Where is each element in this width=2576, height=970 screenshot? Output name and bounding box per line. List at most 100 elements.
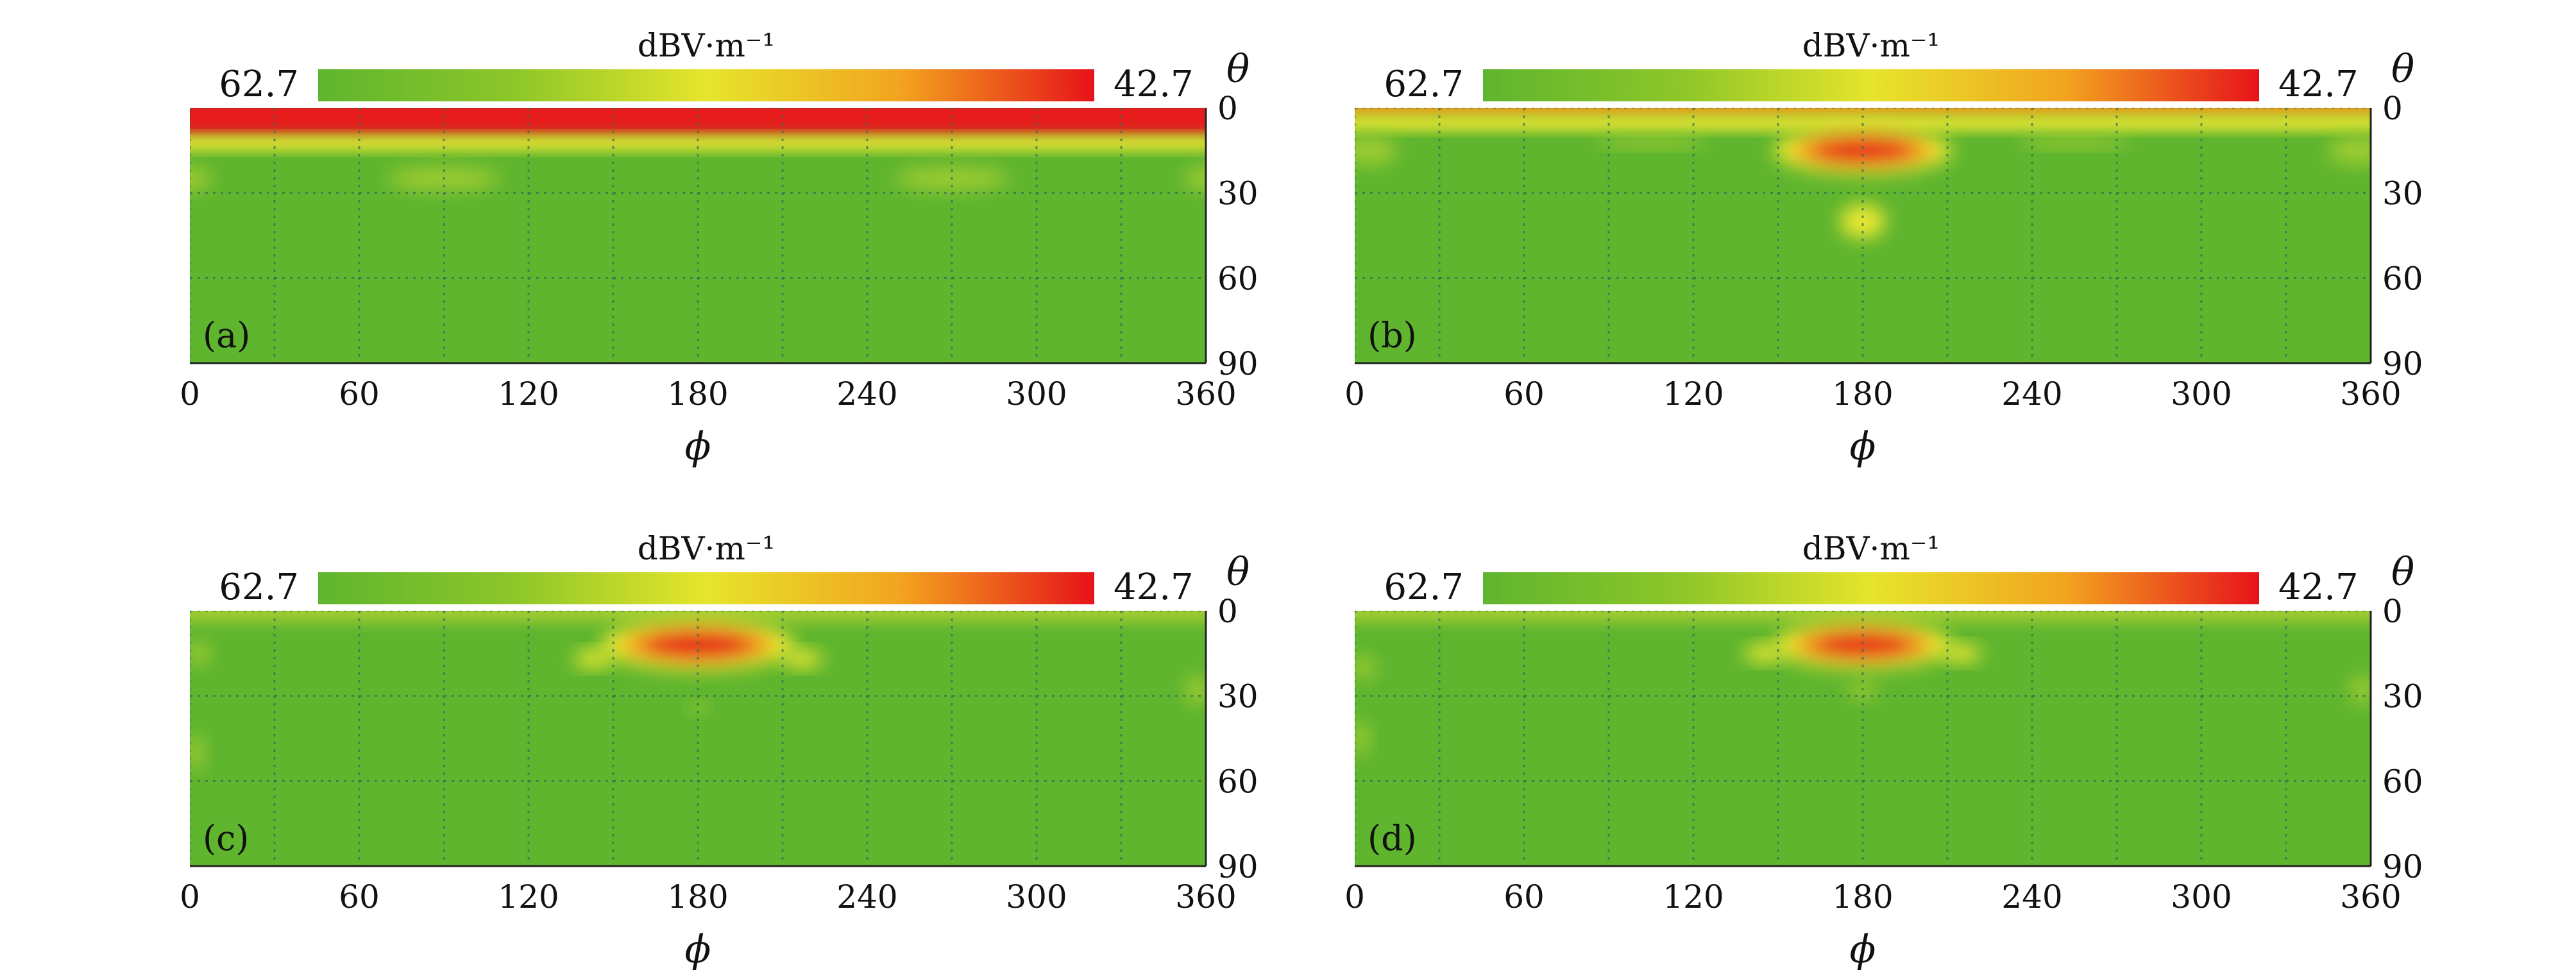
heatmap-area (190, 611, 1206, 866)
colorbar-left-value: 62.7 (1384, 566, 1464, 608)
field-hotspot (1595, 136, 1707, 148)
colorbar-gradient (1483, 572, 2259, 604)
x-tick-label: 180 (667, 878, 728, 915)
colorbar-gradient (1483, 69, 2259, 101)
y-tick-label: 0 (1217, 90, 1238, 127)
x-tick-label: 120 (1663, 878, 1724, 915)
y-tick-label: 30 (1217, 175, 1258, 212)
y-axis-symbol: θ (1226, 47, 1250, 92)
x-tick-label: 180 (1832, 878, 1893, 915)
panel-label: (a) (203, 315, 250, 355)
heatmap-area (190, 108, 1206, 363)
colorbar-gradient (318, 572, 1094, 604)
field-hotspot (600, 619, 795, 670)
field-hotspot (783, 650, 822, 668)
field-hotspot (1942, 645, 1981, 662)
field-hotspot (190, 167, 211, 191)
x-tick-label: 0 (180, 375, 200, 413)
y-axis-symbol: θ (1226, 550, 1250, 595)
x-tick-label: 360 (2340, 878, 2401, 915)
x-tick-label: 0 (1344, 878, 1365, 915)
colorbar-right-value: 42.7 (2278, 566, 2359, 608)
colorbar-left-value: 62.7 (219, 64, 299, 105)
x-tick-label: 60 (339, 878, 380, 915)
x-axis-symbol: ϕ (685, 424, 711, 469)
field-hotspot (1355, 721, 1369, 756)
colorbar-left-value: 62.7 (219, 566, 299, 608)
x-tick-label: 120 (498, 878, 559, 915)
y-tick-label: 30 (1217, 678, 1258, 715)
colorbar-right-value: 42.7 (1114, 64, 1194, 105)
heatmap-area (1355, 108, 2371, 363)
x-tick-label: 240 (836, 375, 897, 413)
x-tick-label: 0 (180, 878, 200, 915)
panel-d: 62.7 42.7 dBV·m⁻¹ 0 60 120 180 240 300 360 0 30 60 90… (1344, 530, 2423, 970)
x-axis-symbol: ϕ (685, 927, 711, 970)
y-tick-label: 90 (2382, 345, 2423, 382)
x-tick-label: 300 (1006, 878, 1067, 915)
field-hotspot (1773, 126, 1953, 174)
panel-c: 62.7 42.7 dBV·m⁻¹ 0 60 120 180 240 300 360 0 30 60 90… (180, 530, 1258, 970)
field-hotspot (1840, 204, 1886, 239)
y-tick-label: 90 (1217, 345, 1258, 382)
x-tick-label: 360 (1175, 375, 1236, 413)
heatmap-area (1355, 611, 2371, 866)
y-tick-label: 90 (1217, 848, 1258, 885)
y-axis-symbol: θ (2391, 550, 2414, 595)
colorbar-unit: dBV·m⁻¹ (638, 27, 775, 64)
field-hotspot (2018, 136, 2131, 148)
x-tick-label: 240 (2001, 375, 2062, 413)
field-hotspot (1355, 136, 1397, 165)
x-tick-label: 60 (1504, 375, 1545, 413)
y-tick-label: 30 (2382, 678, 2423, 715)
colorbar-unit: dBV·m⁻¹ (638, 530, 775, 567)
x-tick-label: 60 (339, 375, 380, 413)
x-axis-symbol: ϕ (1850, 927, 1876, 970)
y-tick-label: 60 (1217, 763, 1258, 800)
field-hotspot (1744, 645, 1784, 662)
x-tick-label: 300 (2171, 375, 2232, 413)
x-tick-label: 360 (1175, 878, 1236, 915)
y-tick-label: 0 (2382, 593, 2403, 630)
x-tick-label: 120 (1663, 375, 1724, 413)
colorbar-right-value: 42.7 (2278, 64, 2359, 105)
field-hotspot (1185, 167, 1206, 191)
x-tick-label: 240 (2001, 878, 2062, 915)
y-tick-label: 30 (2382, 175, 2423, 212)
y-tick-label: 0 (1217, 593, 1238, 630)
field-hotspot (2328, 136, 2371, 165)
x-tick-label: 0 (1344, 375, 1365, 413)
y-axis-symbol: θ (2391, 47, 2414, 92)
x-axis-symbol: ϕ (1850, 424, 1876, 469)
field-hotspot (689, 701, 707, 713)
x-tick-label: 120 (498, 375, 559, 413)
x-tick-label: 240 (836, 878, 897, 915)
field-hotspot (190, 735, 204, 770)
colorbar-left-value: 62.7 (1384, 64, 1464, 105)
colorbar-unit: dBV·m⁻¹ (1802, 27, 1940, 64)
x-tick-label: 180 (1832, 375, 1893, 413)
y-tick-label: 60 (1217, 260, 1258, 297)
field-hotspot (573, 650, 613, 668)
y-tick-label: 60 (2382, 260, 2423, 297)
panel-b: 62.7 42.7 dBV·m⁻¹ 0 60 120 180 240 300 360 0 30 60 90… (1344, 27, 2423, 469)
x-tick-label: 300 (1006, 375, 1067, 413)
field-hotspot (1355, 656, 1375, 679)
field-hotspot (1186, 676, 1206, 704)
x-tick-label: 180 (667, 375, 728, 413)
field-hotspot (1773, 620, 1953, 669)
panel-label: (b) (1368, 315, 1417, 355)
panel-label: (c) (203, 818, 249, 858)
x-tick-label: 60 (1504, 878, 1545, 915)
y-tick-label: 60 (2382, 763, 2423, 800)
y-tick-label: 90 (2382, 848, 2423, 885)
field-hotspot (190, 642, 210, 665)
field-hotspot (2351, 676, 2371, 704)
x-tick-label: 360 (2340, 375, 2401, 413)
colorbar-right-value: 42.7 (1114, 566, 1194, 608)
y-tick-label: 0 (2382, 90, 2403, 127)
panel-a: 62.7 42.7 dBV·m⁻¹ 0 60 120 180 240 300 360 0 30 60 90… (180, 27, 1258, 469)
x-tick-label: 300 (2171, 878, 2232, 915)
colorbar-gradient (318, 69, 1094, 101)
